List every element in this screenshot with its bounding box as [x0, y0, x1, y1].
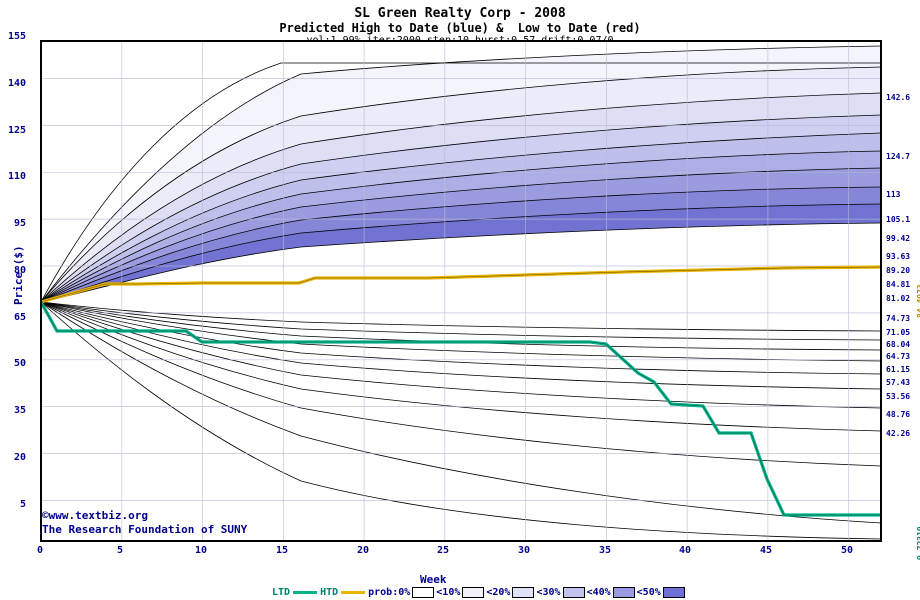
chart-title: SL Green Realty Corp - 2008 [354, 6, 566, 21]
htd-end-value-label: 84.4973 [916, 284, 920, 318]
x-tick-0: 0 [37, 545, 44, 556]
x-tick-20: 20 [357, 545, 370, 556]
y-tick-110: 110 [8, 171, 27, 182]
x-tick-5: 5 [117, 545, 124, 556]
x-tick-30: 30 [518, 545, 531, 556]
legend-swatch-40 [612, 586, 635, 598]
right-label-48-76: 48.76 [886, 410, 911, 419]
y-tick-80: 80 [14, 265, 27, 276]
series-ltd-outline [41, 301, 881, 516]
right-label-124-7: 124.7 [886, 152, 911, 161]
legend-label-ltd: LTD [272, 586, 291, 598]
right-label-81-02: 81.02 [886, 294, 911, 303]
right-label-84-81: 84.81 [886, 280, 911, 289]
legend-label-40: <40% [586, 586, 611, 598]
x-tick-25: 25 [437, 545, 450, 556]
x-tick-45: 45 [760, 545, 773, 556]
y-tick-20: 20 [14, 452, 27, 463]
y-tick-65: 65 [14, 312, 27, 323]
y-tick-50: 50 [14, 358, 27, 369]
x-axis-label: Week [420, 573, 447, 586]
right-label-89-20: 89.20 [886, 266, 911, 275]
right-label-57-43: 57.43 [886, 378, 911, 387]
legend-swatch-10 [462, 586, 485, 598]
series-htd-outline [41, 266, 881, 303]
legend-swatch-htd-line [341, 590, 366, 594]
x-tick-10: 10 [195, 545, 208, 556]
y-tick-155: 155 [8, 31, 27, 42]
right-label-71-05: 71.05 [886, 328, 911, 337]
legend-label-30: <30% [536, 586, 561, 598]
legend-swatch-ltd-line [293, 590, 318, 594]
right-label-142-6: 142.6 [886, 93, 911, 102]
right-label-105-1: 105.1 [886, 215, 911, 224]
y-tick-125: 125 [8, 125, 27, 136]
ltd-end-value-label: 9.72319 [916, 526, 920, 560]
y-tick-35: 35 [14, 405, 27, 416]
plot-border [41, 41, 881, 541]
x-tick-50: 50 [841, 545, 854, 556]
band-low-inner-white [41, 302, 881, 541]
credit-line-1: ©www.textbiz.org [42, 509, 148, 522]
band-high-0pct [41, 41, 881, 302]
right-label-99-42: 99.42 [886, 234, 911, 243]
x-tick-15: 15 [276, 545, 289, 556]
x-tick-35: 35 [599, 545, 612, 556]
chart-subtitle: Predicted High to Date (blue) & Low to D… [279, 21, 641, 35]
y-tick-95: 95 [14, 218, 27, 229]
legend: LTD HTD prob:0% <10% <20% <30% <40% <50% [272, 586, 687, 598]
legend-label-htd: HTD [320, 586, 339, 598]
y-tick-5: 5 [20, 499, 27, 510]
legend-label-10: <10% [436, 586, 461, 598]
legend-label-prob0: prob:0% [368, 586, 411, 598]
right-label-113: 113 [886, 190, 901, 199]
legend-swatch-30 [562, 586, 585, 598]
right-label-68-04: 68.04 [886, 340, 911, 349]
x-tick-40: 40 [679, 545, 692, 556]
legend-label-50: <50% [636, 586, 661, 598]
legend-swatch-20 [512, 586, 535, 598]
right-label-93-63: 93.63 [886, 252, 911, 261]
right-label-61-15: 61.15 [886, 365, 911, 374]
right-label-53-56: 53.56 [886, 392, 911, 401]
right-label-64-73: 64.73 [886, 352, 911, 361]
credit-line-2: The Research Foundation of SUNY [42, 523, 248, 536]
legend-swatch-50 [662, 586, 685, 598]
legend-label-20: <20% [486, 586, 511, 598]
chart-svg [41, 41, 881, 541]
right-label-42-26: 42.26 [886, 429, 911, 438]
y-tick-140: 140 [8, 78, 27, 89]
right-label-74-73: 74.73 [886, 314, 911, 323]
grid-lines [41, 41, 881, 541]
legend-swatch-prob0 [412, 586, 435, 598]
plot-area: 77.62 [40, 40, 882, 542]
